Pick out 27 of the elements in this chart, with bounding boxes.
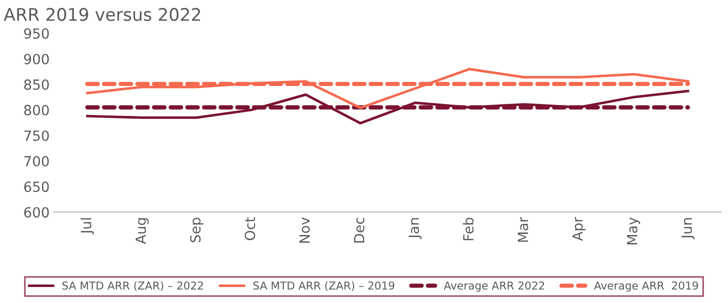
x-tick-label: Nov <box>299 217 310 243</box>
legend-label: Average ARR 2022 <box>444 281 544 292</box>
x-tick-label: Oct <box>244 217 256 240</box>
chart-title: ARR 2019 versus 2022 <box>4 8 200 22</box>
x-tick-label: Jul <box>80 218 94 234</box>
y-tick-label: 950 <box>24 28 49 39</box>
y-tick-label: 700 <box>24 156 49 166</box>
legend-label: SA MTD ARR (ZAR) – 2022 <box>62 281 203 291</box>
y-tick-label: 750 <box>24 130 49 141</box>
x-tick-label: Mar <box>518 216 528 242</box>
legend-label: SA MTD ARR (ZAR) – 2019 <box>253 281 394 291</box>
x-tick-label: Aug <box>136 218 149 244</box>
x-tick-label: Apr <box>572 216 586 241</box>
line-series <box>86 90 690 124</box>
y-tick-label: 650 <box>24 182 49 192</box>
x-tick-label: Feb <box>462 218 474 240</box>
y-tick-label: 850 <box>24 79 49 90</box>
legend-label: Average ARR 2019 <box>594 281 698 292</box>
x-tick-label: Jun <box>682 218 695 240</box>
x-tick-label: Dec <box>354 218 364 242</box>
x-tick-label: May <box>627 217 640 244</box>
y-tick-label: 900 <box>24 54 49 64</box>
line-series <box>86 68 690 110</box>
x-tick-label: Jan <box>408 218 422 240</box>
x-tick-label: Sep <box>190 218 204 242</box>
y-tick-label: 800 <box>24 104 49 116</box>
y-tick-label: 600 <box>24 207 49 218</box>
